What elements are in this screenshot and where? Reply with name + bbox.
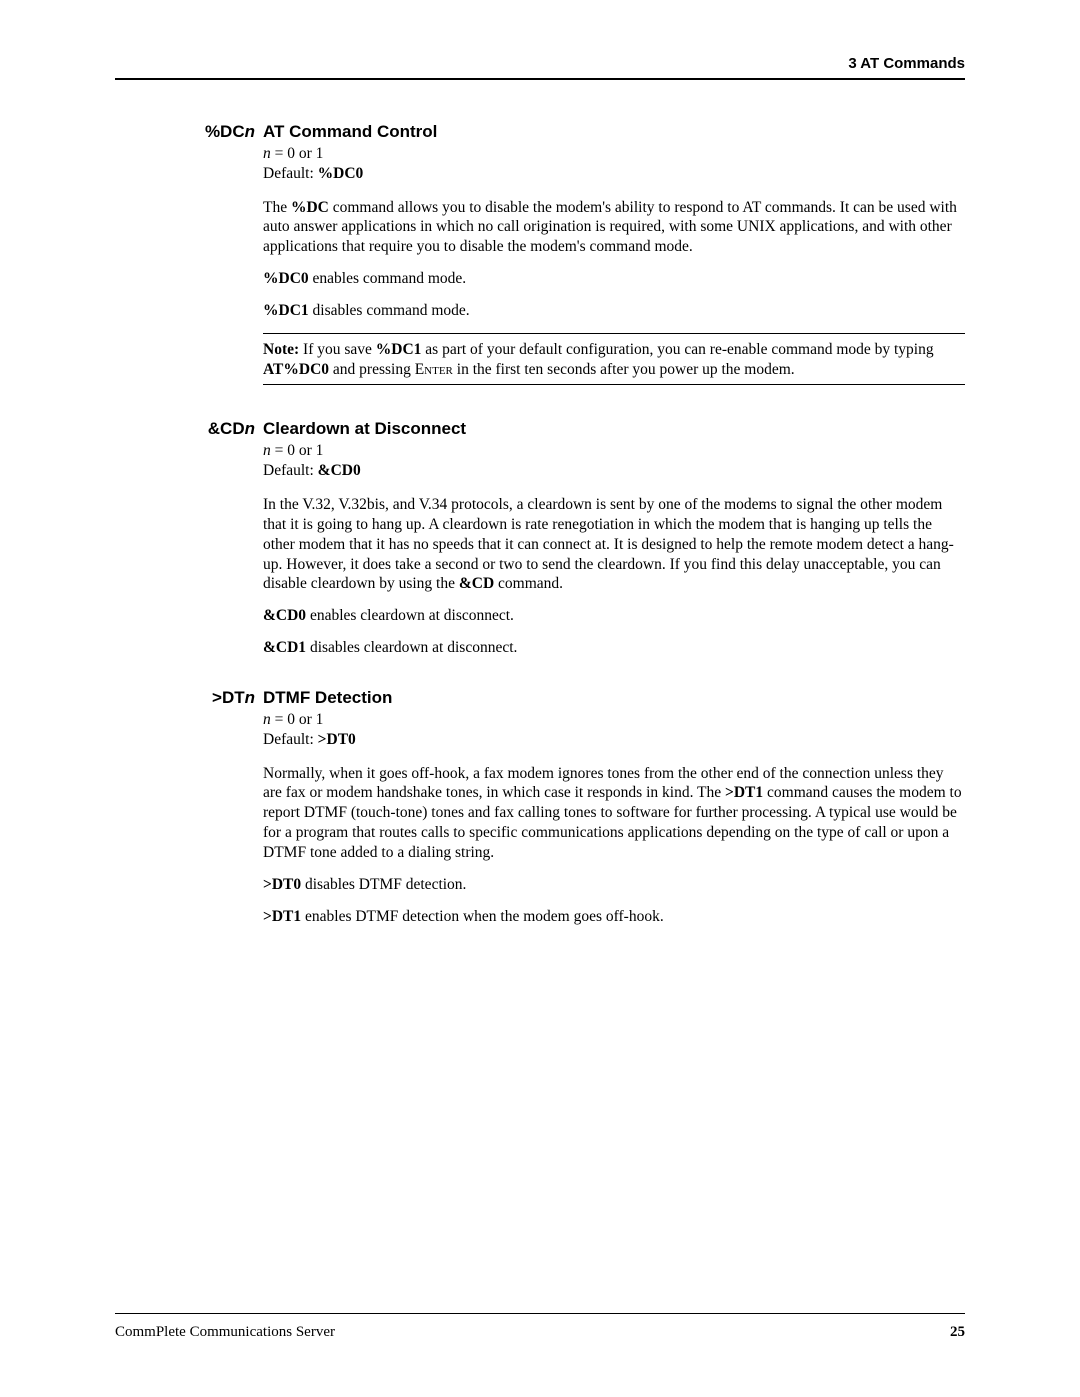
cmd-title-dc: AT Command Control <box>263 122 965 142</box>
section-cd: &CDn Cleardown at Disconnect n = 0 or 1 … <box>115 419 965 657</box>
note-rule-bottom <box>263 384 965 385</box>
n-values-dt: n = 0 or 1 <box>263 710 965 730</box>
cmd-title-cd: Cleardown at Disconnect <box>263 419 965 439</box>
cmd-title-dt: DTMF Detection <box>263 688 965 708</box>
n-values-cd: n = 0 or 1 <box>263 441 965 461</box>
cmd-label-dc: %DCn <box>115 122 263 142</box>
note-rule-top <box>263 333 965 334</box>
page-footer: CommPlete Communications Server 25 <box>115 1313 965 1341</box>
para-dc-2: %DC0 enables command mode. <box>263 269 965 289</box>
cmd-label-dt: >DTn <box>115 688 263 708</box>
para-dt-2: >DT0 disables DTMF detection. <box>263 875 965 895</box>
para-cd-2: &CD0 enables cleardown at disconnect. <box>263 606 965 626</box>
para-dt-1: Normally, when it goes off-hook, a fax m… <box>263 764 965 863</box>
section-dt: >DTn DTMF Detection n = 0 or 1 Default: … <box>115 688 965 926</box>
para-dt-3: >DT1 enables DTMF detection when the mod… <box>263 907 965 927</box>
para-cd-1: In the V.32, V.32bis, and V.34 protocols… <box>263 495 965 594</box>
cmd-label-cd: &CDn <box>115 419 263 439</box>
para-dc-1: The %DC command allows you to disable th… <box>263 198 965 257</box>
footer-title: CommPlete Communications Server <box>115 1324 335 1341</box>
para-cd-3: &CD1 disables cleardown at disconnect. <box>263 638 965 658</box>
default-cd: Default: &CD0 <box>263 461 965 481</box>
default-dt: Default: >DT0 <box>263 730 965 750</box>
para-dc-3: %DC1 disables command mode. <box>263 301 965 321</box>
default-dc: Default: %DC0 <box>263 164 965 184</box>
chapter-header: 3 AT Commands <box>115 55 965 80</box>
page-number: 25 <box>950 1324 965 1341</box>
n-values-dc: n = 0 or 1 <box>263 144 965 164</box>
note-dc: Note: If you save %DC1 as part of your d… <box>263 340 965 380</box>
section-dc: %DCn AT Command Control n = 0 or 1 Defau… <box>115 122 965 385</box>
